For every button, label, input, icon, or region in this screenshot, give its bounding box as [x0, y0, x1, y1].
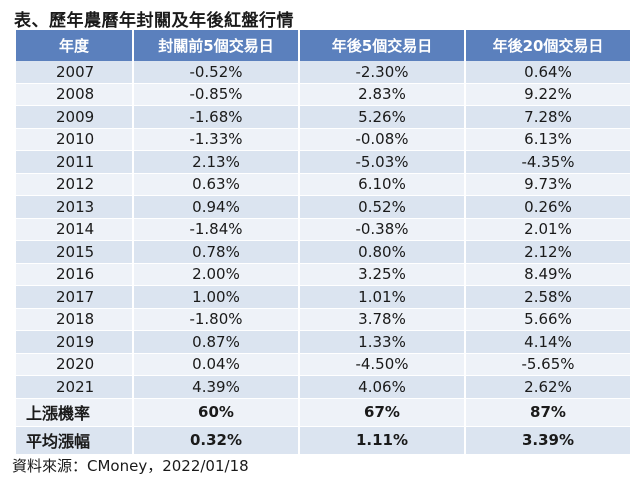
header-post-5d: 年後5個交易日	[298, 30, 466, 61]
post-20d-cell: 2.12%	[464, 240, 632, 264]
table-row: 2009 -1.68% 5.26% 7.28%	[14, 105, 632, 129]
post-20d-cell: 8.49%	[464, 263, 632, 286]
post-20d-cell: 2.58%	[464, 285, 632, 309]
table-row: 2011 2.13% -5.03% -4.35%	[14, 150, 632, 174]
post-5d-cell: 4.06%	[298, 375, 466, 399]
table-row: 2008 -0.85% 2.83% 9.22%	[14, 83, 632, 106]
post-20d-cell: 6.13%	[464, 128, 632, 151]
post-5d-cell: -0.38%	[298, 218, 466, 241]
table-row: 2015 0.78% 0.80% 2.12%	[14, 240, 632, 264]
summary-label: 平均漲幅	[14, 426, 134, 455]
table-row: 2013 0.94% 0.52% 0.26%	[14, 195, 632, 219]
table-row: 2012 0.63% 6.10% 9.73%	[14, 173, 632, 196]
year-cell: 2013	[14, 195, 134, 219]
summary-row-average-gain: 平均漲幅 0.32% 1.11% 3.39%	[14, 426, 632, 455]
summary-row-rise-probability: 上漲機率 60% 67% 87%	[14, 398, 632, 427]
post-5d-cell: 0.52%	[298, 195, 466, 219]
year-cell: 2019	[14, 330, 134, 354]
year-cell: 2008	[14, 83, 134, 106]
pre-close-5d-cell: -1.84%	[132, 218, 300, 241]
header-pre-close-5d: 封關前5個交易日	[132, 30, 300, 61]
summary-value: 1.11%	[298, 426, 466, 455]
pre-close-5d-cell: -1.33%	[132, 128, 300, 151]
summary-label: 上漲機率	[14, 398, 134, 427]
header-year: 年度	[14, 30, 134, 61]
year-cell: 2018	[14, 308, 134, 331]
year-cell: 2011	[14, 150, 134, 174]
summary-value: 3.39%	[464, 426, 632, 455]
post-20d-cell: 5.66%	[464, 308, 632, 331]
pre-close-5d-cell: 0.87%	[132, 330, 300, 354]
post-5d-cell: 3.78%	[298, 308, 466, 331]
summary-value: 87%	[464, 398, 632, 427]
post-5d-cell: -4.50%	[298, 353, 466, 376]
pre-close-5d-cell: 2.00%	[132, 263, 300, 286]
post-5d-cell: 3.25%	[298, 263, 466, 286]
post-20d-cell: 2.01%	[464, 218, 632, 241]
table-row: 2019 0.87% 1.33% 4.14%	[14, 330, 632, 354]
post-20d-cell: 9.73%	[464, 173, 632, 196]
post-5d-cell: 1.33%	[298, 330, 466, 354]
pre-close-5d-cell: -1.68%	[132, 105, 300, 129]
post-5d-cell: 1.01%	[298, 285, 466, 309]
post-5d-cell: -2.30%	[298, 61, 466, 84]
year-cell: 2014	[14, 218, 134, 241]
post-20d-cell: 2.62%	[464, 375, 632, 399]
returns-table: 年度 封關前5個交易日 年後5個交易日 年後20個交易日 2007 -0.52% -…	[14, 30, 632, 455]
pre-close-5d-cell: -0.85%	[132, 83, 300, 106]
pre-close-5d-cell: 0.63%	[132, 173, 300, 196]
year-cell: 2016	[14, 263, 134, 286]
year-cell: 2017	[14, 285, 134, 309]
post-20d-cell: -5.65%	[464, 353, 632, 376]
post-5d-cell: 6.10%	[298, 173, 466, 196]
table-row: 2020 0.04% -4.50% -5.65%	[14, 353, 632, 376]
pre-close-5d-cell: 0.04%	[132, 353, 300, 376]
post-20d-cell: 0.64%	[464, 61, 632, 84]
year-cell: 2021	[14, 375, 134, 399]
year-cell: 2020	[14, 353, 134, 376]
year-cell: 2012	[14, 173, 134, 196]
year-cell: 2015	[14, 240, 134, 264]
pre-close-5d-cell: 2.13%	[132, 150, 300, 174]
table-row: 2016 2.00% 3.25% 8.49%	[14, 263, 632, 286]
table-row: 2018 -1.80% 3.78% 5.66%	[14, 308, 632, 331]
table-row: 2007 -0.52% -2.30% 0.64%	[14, 61, 632, 84]
post-20d-cell: 9.22%	[464, 83, 632, 106]
post-5d-cell: -5.03%	[298, 150, 466, 174]
post-5d-cell: 0.80%	[298, 240, 466, 264]
table-row: 2017 1.00% 1.01% 2.58%	[14, 285, 632, 309]
source-note: 資料來源：CMoney，2022/01/18	[12, 457, 249, 475]
table-row: 2021 4.39% 4.06% 2.62%	[14, 375, 632, 399]
pre-close-5d-cell: -0.52%	[132, 61, 300, 84]
post-5d-cell: -0.08%	[298, 128, 466, 151]
post-5d-cell: 2.83%	[298, 83, 466, 106]
post-20d-cell: 4.14%	[464, 330, 632, 354]
table-row: 2010 -1.33% -0.08% 6.13%	[14, 128, 632, 151]
table-row: 2014 -1.84% -0.38% 2.01%	[14, 218, 632, 241]
pre-close-5d-cell: 0.78%	[132, 240, 300, 264]
summary-value: 60%	[132, 398, 300, 427]
year-cell: 2010	[14, 128, 134, 151]
pre-close-5d-cell: 0.94%	[132, 195, 300, 219]
post-20d-cell: 7.28%	[464, 105, 632, 129]
summary-value: 67%	[298, 398, 466, 427]
header-row: 年度 封關前5個交易日 年後5個交易日 年後20個交易日	[14, 30, 632, 61]
header-post-20d: 年後20個交易日	[464, 30, 632, 61]
post-5d-cell: 5.26%	[298, 105, 466, 129]
table-title: 表、歷年農曆年封關及年後紅盤行情	[14, 11, 294, 31]
pre-close-5d-cell: 4.39%	[132, 375, 300, 399]
summary-value: 0.32%	[132, 426, 300, 455]
pre-close-5d-cell: -1.80%	[132, 308, 300, 331]
pre-close-5d-cell: 1.00%	[132, 285, 300, 309]
post-20d-cell: -4.35%	[464, 150, 632, 174]
year-cell: 2007	[14, 61, 134, 84]
post-20d-cell: 0.26%	[464, 195, 632, 219]
year-cell: 2009	[14, 105, 134, 129]
